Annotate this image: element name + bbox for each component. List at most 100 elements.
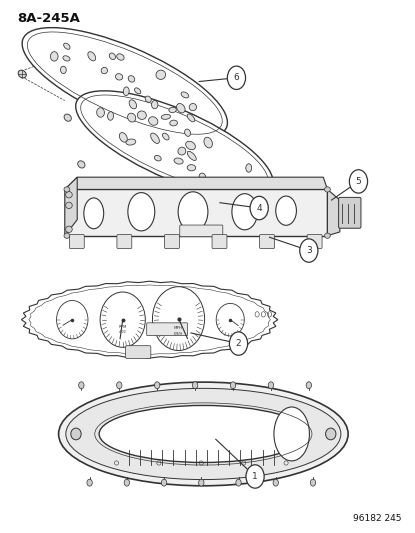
Ellipse shape [310,479,316,486]
Ellipse shape [128,76,135,82]
Ellipse shape [51,52,58,61]
Ellipse shape [117,54,124,60]
Ellipse shape [199,479,204,486]
Ellipse shape [177,103,185,113]
Text: 8A-245A: 8A-245A [17,12,80,26]
Ellipse shape [100,292,145,348]
Ellipse shape [66,226,72,232]
Text: RPM: RPM [119,325,127,329]
Text: 6: 6 [234,73,239,82]
Ellipse shape [107,112,114,120]
Ellipse shape [78,161,85,168]
Polygon shape [22,281,278,358]
Ellipse shape [170,120,178,126]
Text: x100: x100 [119,330,127,334]
Ellipse shape [79,382,84,389]
Circle shape [300,239,318,262]
Ellipse shape [325,187,330,192]
FancyBboxPatch shape [260,235,274,248]
Ellipse shape [18,70,26,78]
Ellipse shape [59,382,348,486]
FancyBboxPatch shape [69,235,84,248]
Ellipse shape [325,233,330,238]
Ellipse shape [189,103,197,111]
FancyBboxPatch shape [117,235,132,248]
Polygon shape [65,177,77,236]
Ellipse shape [268,382,273,389]
Ellipse shape [137,111,146,119]
Ellipse shape [120,133,127,142]
Ellipse shape [274,407,310,461]
Circle shape [227,66,246,90]
Ellipse shape [186,141,195,150]
Ellipse shape [109,53,115,60]
Ellipse shape [154,382,160,389]
Ellipse shape [126,139,136,145]
Ellipse shape [127,113,136,122]
Ellipse shape [76,91,273,198]
Ellipse shape [99,406,308,463]
Ellipse shape [152,287,205,351]
Ellipse shape [56,301,88,339]
Text: 4: 4 [256,204,262,213]
Ellipse shape [84,198,104,229]
Circle shape [250,196,269,220]
FancyBboxPatch shape [126,346,151,359]
Ellipse shape [169,107,176,112]
Ellipse shape [124,479,129,486]
Ellipse shape [134,88,141,94]
FancyBboxPatch shape [164,235,179,248]
Ellipse shape [151,101,158,109]
Ellipse shape [181,92,189,98]
Ellipse shape [66,202,72,208]
Ellipse shape [204,138,212,148]
Ellipse shape [246,164,251,172]
FancyBboxPatch shape [180,225,223,237]
FancyBboxPatch shape [339,197,361,228]
Ellipse shape [101,67,107,74]
FancyBboxPatch shape [146,323,188,336]
Ellipse shape [87,479,92,486]
Text: 5: 5 [356,177,361,186]
Ellipse shape [129,100,137,109]
Circle shape [246,465,264,488]
Ellipse shape [216,303,244,336]
Ellipse shape [123,87,129,95]
Ellipse shape [185,129,190,136]
Ellipse shape [178,147,186,155]
Ellipse shape [187,165,196,171]
Ellipse shape [64,233,70,238]
Ellipse shape [199,173,205,180]
Text: MPH: MPH [174,326,183,330]
Ellipse shape [236,479,241,486]
Text: KM/H: KM/H [174,332,183,336]
Ellipse shape [193,382,198,389]
Ellipse shape [117,382,122,389]
Ellipse shape [145,96,151,102]
Ellipse shape [64,114,71,121]
Polygon shape [65,177,327,189]
Ellipse shape [128,192,155,231]
Ellipse shape [63,43,70,50]
Text: 2: 2 [236,339,242,348]
Ellipse shape [61,66,66,74]
Ellipse shape [151,133,159,143]
Ellipse shape [161,479,167,486]
Ellipse shape [306,382,312,389]
Ellipse shape [163,133,169,140]
Ellipse shape [187,114,195,122]
Ellipse shape [273,479,278,486]
Ellipse shape [161,115,171,119]
Text: 3: 3 [306,246,312,255]
Circle shape [229,332,248,356]
Ellipse shape [276,196,296,225]
Ellipse shape [71,428,81,440]
Polygon shape [327,189,340,236]
Ellipse shape [178,192,208,232]
FancyBboxPatch shape [212,235,227,248]
Circle shape [349,169,368,193]
Ellipse shape [97,108,105,117]
Ellipse shape [187,151,196,160]
Ellipse shape [22,28,227,139]
Ellipse shape [66,191,72,198]
